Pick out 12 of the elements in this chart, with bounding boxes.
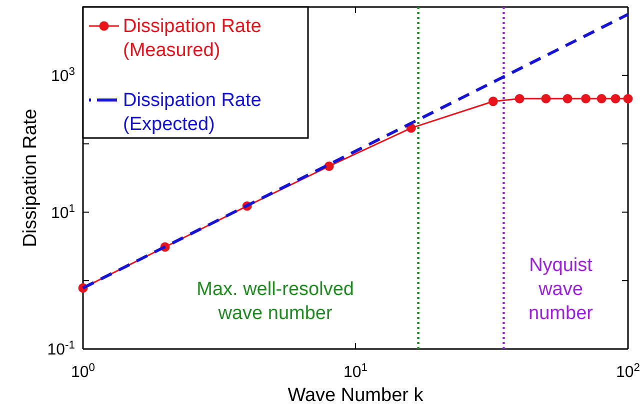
ref-line-label: Max. well-resolved wave number	[196, 279, 354, 324]
x-axis-title: Wave Number k	[288, 385, 424, 406]
x-tick-label: 10$^{2}$	[616, 362, 640, 381]
y-tick-label: 10$^{-1}$	[47, 340, 75, 359]
x-tick-label: 10$^{0}$	[70, 362, 96, 381]
y-tick-label: 10$^{1}$	[50, 202, 75, 222]
ref-line-label: Nyquist wave number	[528, 255, 594, 324]
x-tick-label: 10$^{1}$	[343, 362, 368, 381]
legend-label: Dissipation Rate (Expected)	[123, 90, 262, 135]
y-tick-label: 10$^{3}$	[50, 66, 75, 85]
y-axis-title: Dissipation Rate	[20, 108, 41, 248]
legend-label: Dissipation Rate (Measured)	[123, 16, 262, 61]
